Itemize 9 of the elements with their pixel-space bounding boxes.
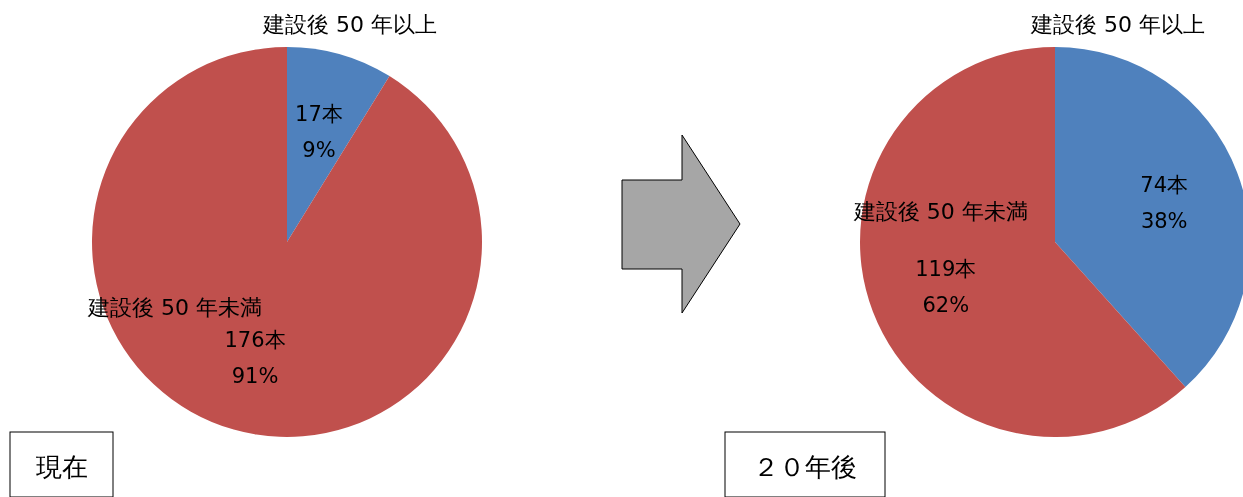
data-label: 74本 38%	[1140, 173, 1189, 234]
text: ２０年後	[753, 452, 857, 482]
slice-label: 建設後 50 年以上	[1030, 12, 1205, 37]
pie-slice	[287, 47, 390, 242]
data-label: 119本 62%	[915, 256, 977, 317]
slice-label: 建設後 50 年以上	[262, 12, 437, 37]
data-label: 176本 91%	[224, 327, 286, 388]
text: 現在	[35, 452, 88, 482]
data-label: 17本 9%	[295, 102, 343, 163]
